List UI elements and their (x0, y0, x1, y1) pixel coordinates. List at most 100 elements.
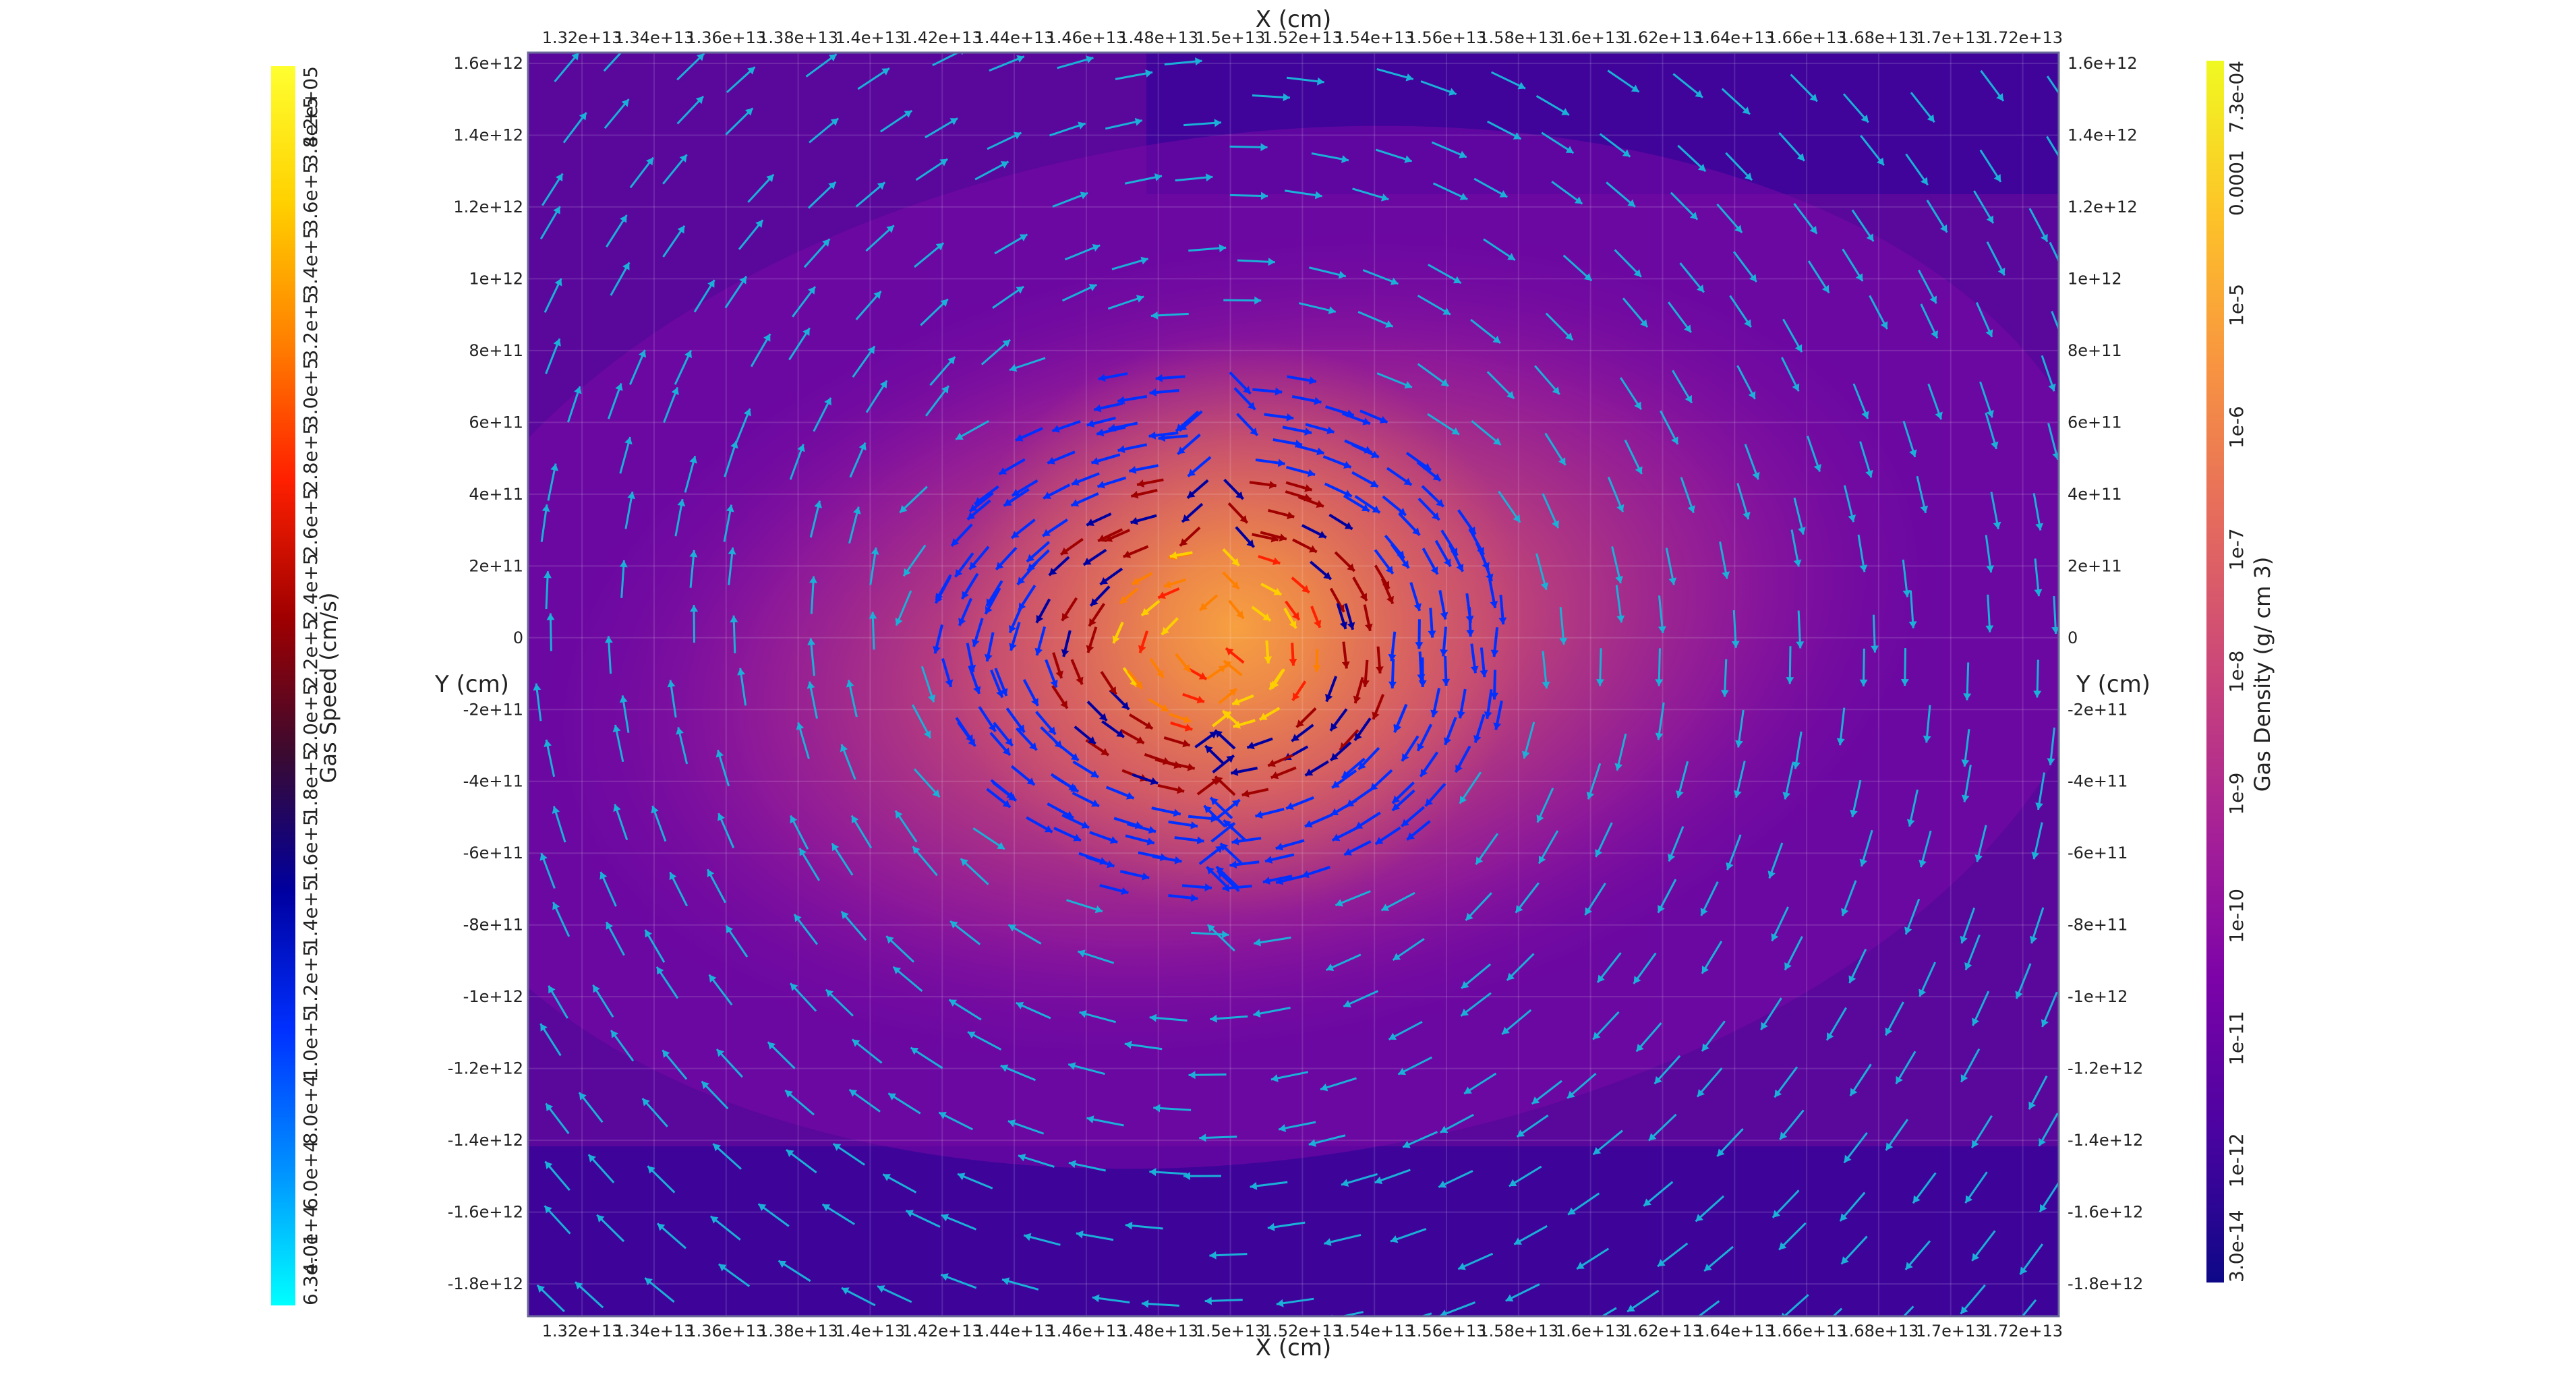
velocity-arrow (1567, 1192, 1600, 1216)
velocity-arrow (1475, 542, 1490, 570)
velocity-arrow (1736, 483, 1751, 520)
velocity-arrow (1016, 727, 1038, 751)
colorbar-tick-label: 2.0e+5 (299, 684, 322, 753)
velocity-arrow (1700, 881, 1719, 916)
velocity-arrow (1168, 820, 1198, 829)
velocity-arrow (544, 1205, 571, 1235)
velocity-arrow (1111, 256, 1149, 270)
velocity-arrow (1246, 737, 1273, 750)
colorbar-tick-label: 1e-9 (2225, 773, 2248, 815)
velocity-arrow (1223, 479, 1244, 500)
velocity-arrow (1655, 702, 1665, 740)
velocity-arrow (1275, 839, 1305, 851)
velocity-arrow (1268, 670, 1284, 690)
velocity-arrow (715, 1048, 743, 1078)
velocity-arrow (1493, 700, 1503, 730)
velocity-arrow (1670, 191, 1699, 220)
velocity-arrow (684, 455, 697, 493)
velocity-arrow (1916, 475, 1929, 514)
velocity-arrow (1487, 120, 1522, 140)
x-tick-label: 1.38e+13 (758, 1322, 838, 1340)
velocity-arrow (1206, 664, 1227, 680)
colorbar-tick-label: 2.6e+5 (299, 488, 322, 558)
velocity-arrow (1264, 413, 1294, 421)
velocity-arrow (1392, 938, 1425, 962)
velocity-arrow (1130, 489, 1158, 499)
velocity-arrow (1490, 71, 1526, 90)
x-tick-label: 1.66e+13 (1767, 1322, 1847, 1340)
speed-colorbar-min: 6.3e-01 (299, 1233, 322, 1306)
velocity-arrow (1225, 647, 1245, 664)
velocity-arrow (545, 338, 561, 374)
velocity-arrow (1498, 490, 1521, 523)
velocity-arrow (1057, 55, 1094, 69)
velocity-arrow (1721, 88, 1751, 115)
density-colorbar-title: Gas Density (g/ cm 3) (2250, 557, 2275, 792)
velocity-arrow (1627, 1289, 1660, 1313)
velocity-arrow (604, 98, 630, 129)
velocity-arrow (1515, 882, 1540, 914)
velocity-arrow (1179, 526, 1201, 548)
velocity-arrow (1538, 830, 1559, 864)
x-axis-title-top: X (cm) (1256, 6, 1331, 33)
x-tick-label: 1.32e+13 (542, 28, 622, 47)
velocity-arrow (1188, 814, 1219, 823)
velocity-arrow (1668, 301, 1692, 333)
velocity-arrow (960, 572, 979, 600)
velocity-arrow (619, 695, 630, 733)
velocity-arrow (809, 500, 823, 538)
velocity-arrow (606, 214, 628, 248)
velocity-arrow (998, 458, 1026, 475)
velocity-arrow (605, 921, 625, 956)
velocity-arrow (1362, 269, 1399, 285)
velocity-arrow (1067, 1062, 1105, 1075)
velocity-arrow (1198, 844, 1224, 865)
velocity-arrow (1334, 551, 1356, 572)
velocity-arrow (1113, 817, 1143, 829)
velocity-arrow (539, 206, 561, 240)
velocity-arrow (807, 681, 818, 719)
velocity-arrow (1049, 121, 1086, 137)
velocity-arrow (1545, 312, 1574, 341)
y-tick-label: -6e+11 (463, 844, 523, 862)
velocity-arrow (1131, 572, 1153, 586)
velocity-arrow (1473, 713, 1486, 743)
x-tick-label: 1.46e+13 (1046, 1322, 1126, 1340)
velocity-arrow (1007, 924, 1042, 945)
velocity-arrow (968, 546, 990, 570)
velocity-arrow (1622, 297, 1649, 328)
velocity-arrow (807, 181, 837, 209)
velocity-arrow (1505, 1283, 1540, 1302)
velocity-arrow (805, 53, 838, 78)
velocity-arrow (1374, 1169, 1411, 1185)
velocity-arrow (587, 1154, 615, 1183)
velocity-arrow (667, 680, 677, 718)
velocity-arrow (1701, 1020, 1726, 1052)
velocity-arrow (1363, 604, 1373, 632)
velocity-arrow (1535, 94, 1570, 116)
velocity-arrow (992, 781, 1018, 802)
velocity-arrow (1760, 997, 1782, 1031)
velocity-arrow (1218, 687, 1238, 705)
velocity-arrow (825, 989, 854, 1017)
velocity-arrow (1985, 594, 1994, 632)
velocity-arrow (1536, 788, 1554, 823)
velocity-vectors (533, 53, 2059, 1316)
velocity-arrow (1657, 1242, 1689, 1268)
x-tick-label: 1.48e+13 (1118, 28, 1198, 47)
velocity-arrow (1093, 402, 1123, 413)
x-tick-label: 1.34e+13 (614, 1322, 695, 1340)
y-tick-label: 1.6e+12 (2068, 54, 2138, 73)
velocity-arrow (1169, 551, 1193, 560)
velocity-arrow (1255, 807, 1285, 819)
velocity-arrow (960, 858, 989, 885)
x-tick-label: 1.38e+13 (758, 28, 838, 47)
velocity-arrow (1329, 587, 1345, 613)
velocity-arrow (949, 920, 981, 945)
velocity-arrow (1043, 483, 1071, 500)
velocity-arrow (1970, 1115, 1993, 1149)
velocity-arrow (718, 1263, 751, 1287)
x-tick-label: 1.5e+13 (1196, 1322, 1266, 1340)
velocity-arrow (1098, 372, 1128, 382)
velocity-arrow (1465, 892, 1492, 922)
